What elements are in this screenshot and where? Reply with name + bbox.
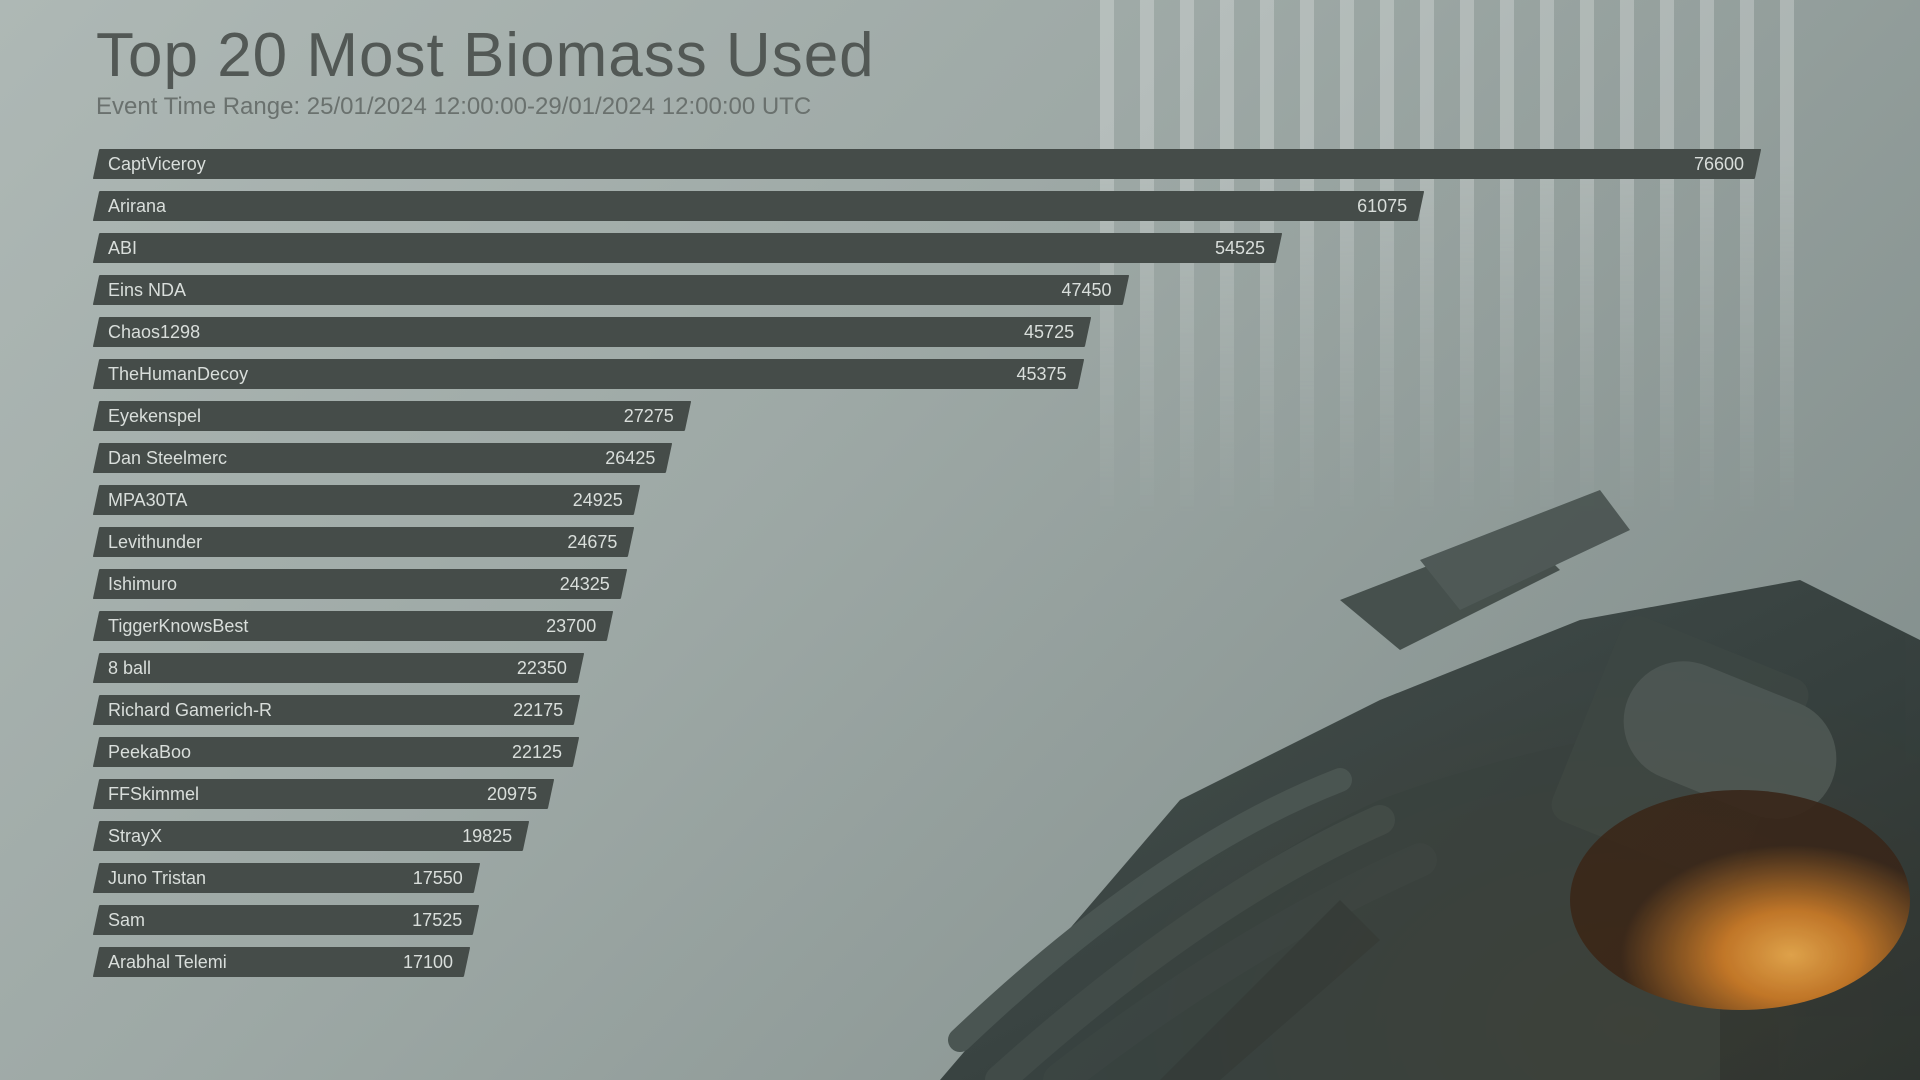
- bar-row: Juno Tristan 17550: [96, 863, 1758, 893]
- bar-row: FFSkimmel 20975: [96, 779, 1758, 809]
- bar-name: Juno Tristan: [108, 868, 206, 889]
- bar-name: ABI: [108, 238, 137, 259]
- bar: Dan Steelmerc 26425: [93, 443, 673, 473]
- bar-name: Richard Gamerich-R: [108, 700, 272, 721]
- bar: Eyekenspel 27275: [93, 401, 691, 431]
- bar-row: MPA30TA 24925: [96, 485, 1758, 515]
- bar: ABI 54525: [93, 233, 1282, 263]
- bar: Juno Tristan 17550: [93, 863, 480, 893]
- bar-name: Ishimuro: [108, 574, 177, 595]
- bar-row: TheHumanDecoy 45375: [96, 359, 1758, 389]
- bar: Arabhal Telemi 17100: [93, 947, 470, 977]
- bar-name: Dan Steelmerc: [108, 448, 227, 469]
- bar-value: 19825: [462, 826, 512, 847]
- bar-row: Sam 17525: [96, 905, 1758, 935]
- bar: Arirana 61075: [93, 191, 1425, 221]
- bar-row: Arabhal Telemi 17100: [96, 947, 1758, 977]
- bar: Chaos1298 45725: [93, 317, 1091, 347]
- bar-value: 45725: [1024, 322, 1074, 343]
- bar: TheHumanDecoy 45375: [93, 359, 1084, 389]
- bar: MPA30TA 24925: [93, 485, 640, 515]
- bar-name: Sam: [108, 910, 145, 931]
- bar-value: 17100: [403, 952, 453, 973]
- bar: 8 ball 22350: [93, 653, 584, 683]
- bar-row: 8 ball 22350: [96, 653, 1758, 683]
- bar-value: 45375: [1016, 364, 1066, 385]
- bar-name: Arabhal Telemi: [108, 952, 227, 973]
- bar-name: 8 ball: [108, 658, 151, 679]
- bar-row: Dan Steelmerc 26425: [96, 443, 1758, 473]
- bar-row: Arirana 61075: [96, 191, 1758, 221]
- bar-name: TiggerKnowsBest: [108, 616, 248, 637]
- bar-row: Richard Gamerich-R 22175: [96, 695, 1758, 725]
- bar-row: Eyekenspel 27275: [96, 401, 1758, 431]
- bar-name: Arirana: [108, 196, 166, 217]
- bar-value: 24675: [567, 532, 617, 553]
- bar-name: MPA30TA: [108, 490, 187, 511]
- bar: Sam 17525: [93, 905, 480, 935]
- bar-value: 24925: [573, 490, 623, 511]
- bar-value: 17550: [413, 868, 463, 889]
- page-title: Top 20 Most Biomass Used: [96, 20, 1824, 91]
- bar-row: ABI 54525: [96, 233, 1758, 263]
- bar-value: 17525: [412, 910, 462, 931]
- bar-row: Eins NDA 47450: [96, 275, 1758, 305]
- page-subtitle: Event Time Range: 25/01/2024 12:00:00-29…: [96, 93, 1824, 121]
- bar: StrayX 19825: [93, 821, 530, 851]
- bar-name: FFSkimmel: [108, 784, 199, 805]
- bar-row: CaptViceroy 76600: [96, 149, 1758, 179]
- bar-value: 61075: [1357, 196, 1407, 217]
- bar-name: Eins NDA: [108, 280, 186, 301]
- bar-value: 26425: [605, 448, 655, 469]
- bar-value: 27275: [624, 406, 674, 427]
- bar-value: 76600: [1694, 154, 1744, 175]
- bar: Richard Gamerich-R 22175: [93, 695, 581, 725]
- biomass-bar-chart: CaptViceroy 76600 Arirana 61075 ABI 54525 Eins…: [96, 149, 1758, 977]
- bar-name: Chaos1298: [108, 322, 200, 343]
- bar-name: PeekaBoo: [108, 742, 191, 763]
- bar-value: 22175: [513, 700, 563, 721]
- bar-row: Levithunder 24675: [96, 527, 1758, 557]
- bar-name: Levithunder: [108, 532, 202, 553]
- bar-value: 20975: [487, 784, 537, 805]
- bar: CaptViceroy 76600: [93, 149, 1761, 179]
- bar: FFSkimmel 20975: [93, 779, 554, 809]
- bar: Levithunder 24675: [93, 527, 635, 557]
- bar-row: TiggerKnowsBest 23700: [96, 611, 1758, 641]
- bar: PeekaBoo 22125: [93, 737, 579, 767]
- bar-value: 23700: [546, 616, 596, 637]
- bar-row: StrayX 19825: [96, 821, 1758, 851]
- bar: Eins NDA 47450: [93, 275, 1129, 305]
- bar-row: PeekaBoo 22125: [96, 737, 1758, 767]
- bar-value: 47450: [1061, 280, 1111, 301]
- bar-value: 22350: [517, 658, 567, 679]
- bar-value: 24325: [560, 574, 610, 595]
- bar-name: Eyekenspel: [108, 406, 201, 427]
- bar-name: StrayX: [108, 826, 162, 847]
- bar-name: CaptViceroy: [108, 154, 206, 175]
- bar-row: Chaos1298 45725: [96, 317, 1758, 347]
- bar-value: 22125: [512, 742, 562, 763]
- bar: TiggerKnowsBest 23700: [93, 611, 614, 641]
- bar: Ishimuro 24325: [93, 569, 627, 599]
- bar-name: TheHumanDecoy: [108, 364, 248, 385]
- bar-value: 54525: [1215, 238, 1265, 259]
- bar-row: Ishimuro 24325: [96, 569, 1758, 599]
